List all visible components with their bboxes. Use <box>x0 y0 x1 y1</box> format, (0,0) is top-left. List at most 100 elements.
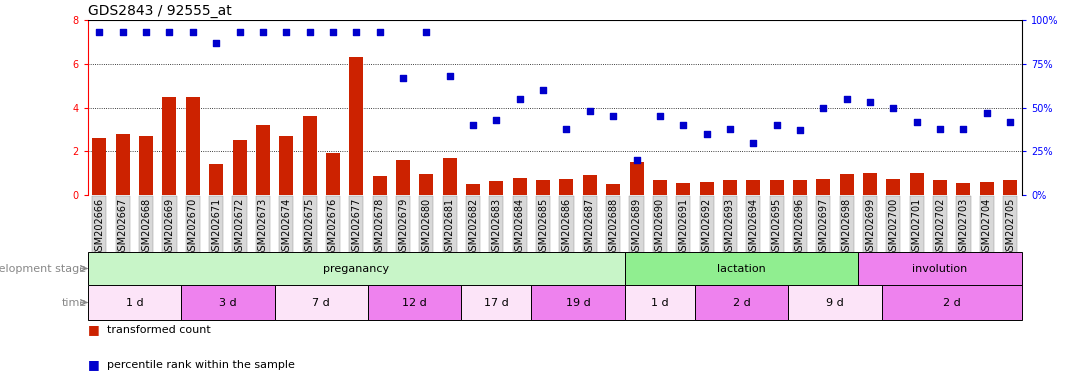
Bar <box>933 180 947 195</box>
Bar <box>629 162 643 195</box>
Bar <box>461 285 532 320</box>
Bar <box>232 140 246 195</box>
Text: ■: ■ <box>88 323 104 336</box>
Bar <box>858 252 1022 285</box>
Bar <box>303 116 317 195</box>
Point <box>721 126 738 132</box>
Point <box>885 104 902 111</box>
Bar <box>163 96 177 195</box>
Point <box>301 29 318 35</box>
Point <box>488 117 505 123</box>
Bar <box>275 285 368 320</box>
Bar <box>88 252 625 285</box>
Bar <box>789 285 882 320</box>
Point <box>371 29 388 35</box>
Point <box>535 87 552 93</box>
Point <box>954 126 972 132</box>
Bar <box>863 173 877 195</box>
Bar <box>326 154 340 195</box>
Bar <box>92 138 106 195</box>
Point <box>348 29 365 35</box>
Point <box>417 29 434 35</box>
Point <box>605 113 622 119</box>
Bar <box>372 176 386 195</box>
Bar <box>607 184 621 195</box>
Bar <box>793 180 807 195</box>
Bar <box>181 285 275 320</box>
Point <box>792 127 809 133</box>
Bar <box>116 134 129 195</box>
Point <box>138 29 155 35</box>
Point <box>324 29 341 35</box>
Bar <box>396 160 410 195</box>
Bar <box>816 179 830 195</box>
Bar <box>957 183 970 195</box>
Bar <box>279 136 293 195</box>
Bar <box>886 179 901 195</box>
Point <box>441 73 458 79</box>
Text: percentile rank within the sample: percentile rank within the sample <box>107 360 295 370</box>
Bar <box>368 285 461 320</box>
Text: transformed count: transformed count <box>107 325 211 335</box>
Bar <box>980 182 994 195</box>
Point <box>114 29 132 35</box>
Text: ■: ■ <box>88 359 104 371</box>
Text: 1 d: 1 d <box>651 298 669 308</box>
Bar <box>209 164 224 195</box>
Bar <box>443 158 457 195</box>
Text: 9 d: 9 d <box>826 298 844 308</box>
Text: 12 d: 12 d <box>402 298 427 308</box>
Point <box>511 96 529 102</box>
Point <box>184 29 201 35</box>
Bar <box>532 285 625 320</box>
Point <box>231 29 248 35</box>
Text: 17 d: 17 d <box>484 298 509 308</box>
Text: 19 d: 19 d <box>566 298 591 308</box>
Bar <box>769 180 783 195</box>
Text: 1 d: 1 d <box>125 298 143 308</box>
Text: 2 d: 2 d <box>943 298 961 308</box>
Text: time: time <box>61 298 87 308</box>
Point <box>91 29 108 35</box>
Bar <box>1004 180 1018 195</box>
Point <box>908 118 926 124</box>
Bar <box>560 179 574 195</box>
Bar <box>840 174 854 195</box>
Point <box>255 29 272 35</box>
Bar <box>882 285 1022 320</box>
Point <box>838 96 855 102</box>
Bar <box>676 183 690 195</box>
Bar <box>88 285 181 320</box>
Bar <box>746 180 761 195</box>
Point <box>675 122 692 128</box>
Bar <box>513 177 526 195</box>
Bar <box>467 184 480 195</box>
Text: 3 d: 3 d <box>219 298 236 308</box>
Point <box>557 126 575 132</box>
Bar <box>910 173 923 195</box>
Point <box>278 29 295 35</box>
Bar <box>419 174 433 195</box>
Text: 7 d: 7 d <box>312 298 331 308</box>
Point <box>768 122 785 128</box>
Bar <box>694 285 789 320</box>
Text: 2 d: 2 d <box>733 298 750 308</box>
Point <box>160 29 178 35</box>
Bar <box>723 180 737 195</box>
Text: preganancy: preganancy <box>323 263 389 273</box>
Bar <box>536 180 550 195</box>
Bar <box>186 96 200 195</box>
Bar <box>625 285 694 320</box>
Point <box>861 99 878 105</box>
Point <box>208 40 225 46</box>
Bar <box>625 252 858 285</box>
Point <box>395 74 412 81</box>
Point <box>978 110 995 116</box>
Bar <box>139 136 153 195</box>
Bar <box>700 182 714 195</box>
Point <box>814 104 831 111</box>
Bar <box>583 175 597 195</box>
Text: GDS2843 / 92555_at: GDS2843 / 92555_at <box>88 3 231 18</box>
Point <box>652 113 669 119</box>
Bar <box>489 181 503 195</box>
